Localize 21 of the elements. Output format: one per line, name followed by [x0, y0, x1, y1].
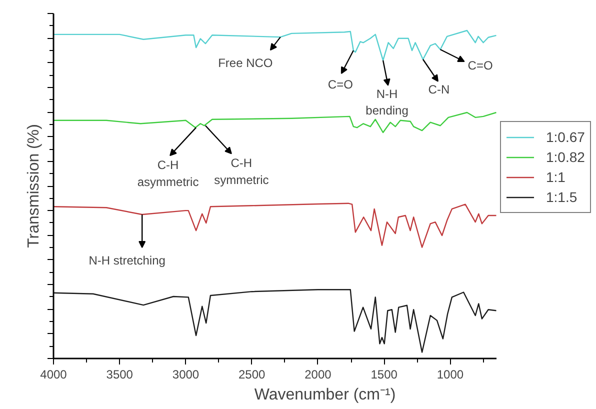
annotation: N-H bending: [366, 86, 408, 118]
annotation: C-H asymmetric: [137, 158, 199, 189]
annotation: N-H stretching: [88, 254, 166, 268]
annotation: Free NCO: [218, 56, 273, 70]
annotation: C=O: [328, 78, 353, 92]
legend-label: 1:1: [546, 169, 566, 185]
legend-label: 1:0.67: [546, 129, 585, 145]
y-axis-title: Transmission (%): [26, 124, 42, 248]
annotation: C-H symmetric: [214, 156, 269, 188]
legend-label: 1:1.5: [546, 189, 578, 205]
x-tick-label: 1000: [436, 368, 464, 382]
legend-label: 1:0.82: [546, 149, 585, 165]
x-tick-label: 3500: [106, 368, 134, 382]
x-tick-label: 4000: [40, 368, 68, 382]
x-axis-title: Wavenumber (cm⁻¹): [254, 386, 396, 404]
annotation: C=O: [468, 58, 493, 73]
x-tick-label: 2000: [304, 368, 332, 382]
x-tick-label: 1500: [370, 368, 398, 382]
x-tick-label: 2500: [238, 368, 266, 382]
x-tick-label: 3000: [172, 368, 200, 382]
annotation: C-N: [428, 82, 450, 96]
